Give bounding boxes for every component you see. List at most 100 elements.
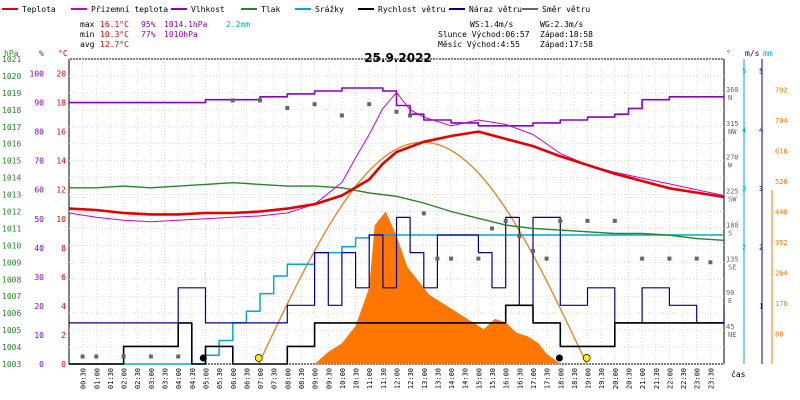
tick-degc: 2 (61, 331, 66, 340)
tick-time: 04:30 (189, 368, 197, 389)
tick-deg: 225 (726, 188, 739, 196)
tick-solar: 264 (775, 270, 788, 278)
tick-time: 05:00 (202, 368, 210, 389)
sunrise-icon (254, 354, 263, 362)
wind-direction-point (408, 113, 413, 118)
unit-ms: m/s (745, 49, 760, 58)
tick-hpa: 1008 (2, 275, 21, 284)
stat-min-hum: 77% (141, 30, 156, 39)
legend-label: Přízemní teplota (91, 5, 168, 14)
wind-direction-point (503, 218, 508, 223)
wind-direction-point (258, 98, 262, 103)
wind-direction-point (612, 218, 617, 223)
unit-cas: čas (731, 369, 746, 379)
tick-time: 10:00 (339, 368, 347, 389)
tick-time: 23:00 (694, 368, 702, 389)
unit-degc: °C (58, 49, 68, 58)
tick-pct: 100 (30, 70, 45, 79)
wind-direction-point (435, 256, 440, 261)
tick-hpa: 1009 (2, 258, 21, 267)
tick-dir: NE (728, 331, 736, 339)
wind-direction-point (490, 226, 494, 231)
stats-block: max 16.1°C 95% 1014.1hPa 2.2mm min 10.3°… (80, 20, 593, 49)
wind-direction-point (148, 354, 153, 359)
tick-time: 12:00 (394, 368, 402, 389)
tick-dir: SE (728, 263, 736, 271)
tick-hpa: 1017 (2, 123, 21, 132)
tick-time: 16:00 (503, 368, 511, 389)
stat-avg-temp: 12.7°C (100, 40, 129, 49)
tick-dir: S (728, 229, 732, 237)
tick-degc: 20 (56, 70, 66, 79)
tick-hpa: 1003 (2, 360, 21, 369)
wind-direction-point (708, 260, 713, 265)
tick-deg: 45 (726, 323, 734, 331)
tick-solar: 88 (775, 331, 783, 339)
rain-line (69, 234, 724, 365)
tick-hpa: 1013 (2, 191, 21, 200)
tick-time: 14:30 (462, 368, 470, 389)
stat-max-press: 1014.1hPa (164, 20, 208, 29)
tick-time: 06:30 (243, 368, 251, 389)
stat-moon: Měsíc Východ:4:55 (438, 40, 520, 49)
tick-pct: 20 (34, 302, 44, 311)
tick-time: 18:00 (557, 368, 565, 389)
wind-direction-point (121, 354, 126, 359)
wind-direction-point (694, 256, 699, 261)
sunset-icon (582, 354, 591, 362)
tick-time: 15:00 (475, 368, 483, 389)
tick-time: 08:30 (298, 368, 306, 389)
tick-deg: 180 (726, 221, 739, 229)
tick-ms: 3 (759, 185, 763, 193)
stat-max-hum: 95% (141, 20, 156, 29)
stat-sun: Slunce Východ:06:57 (438, 30, 530, 39)
wind-direction-point (667, 256, 672, 261)
unit-deg: ° (726, 49, 731, 58)
tick-dir: W (728, 162, 733, 170)
tick-pct: 60 (34, 186, 44, 195)
tick-time: 18:30 (571, 368, 579, 389)
tick-time: 22:30 (680, 368, 688, 389)
tick-degc: 8 (61, 244, 66, 253)
tick-time: 20:00 (612, 368, 620, 389)
tick-degc: 18 (56, 99, 66, 108)
tick-pct: 0 (39, 360, 44, 369)
wind-direction-point (339, 113, 344, 118)
legend-label: Srážky (315, 5, 344, 14)
unit-hpa: hPa (4, 49, 19, 58)
tick-hpa: 1006 (2, 309, 21, 318)
tick-degc: 10 (56, 215, 66, 224)
stat-max-temp: 16.1°C (100, 20, 129, 29)
tick-ms: 2 (759, 244, 763, 252)
stat-avg-label: avg (80, 40, 95, 49)
wind-direction-point (80, 354, 85, 359)
markers (80, 98, 713, 362)
wind-direction-point (312, 102, 317, 107)
tick-degc: 6 (61, 273, 66, 282)
tick-pct: 30 (34, 273, 44, 282)
tick-deg: 135 (726, 255, 739, 263)
tick-time: 04:00 (175, 368, 183, 389)
tick-time: 07:00 (257, 368, 265, 389)
wind-direction-point (476, 256, 481, 261)
tick-solar: 792 (775, 87, 788, 95)
tick-degc: 0 (61, 360, 66, 369)
tick-hpa: 1012 (2, 208, 21, 217)
wind-direction-point (558, 218, 563, 223)
stat-max-rain: 2.2mm (226, 20, 250, 29)
wind-direction-point (640, 256, 645, 261)
tick-time: 20:30 (625, 368, 633, 389)
stat-ws: WS:1.4m/s (470, 20, 514, 29)
stat-moon-set: Západ:17:58 (540, 40, 593, 49)
tick-time: 12:30 (407, 368, 415, 389)
tick-time: 15:30 (489, 368, 497, 389)
tick-hpa: 1005 (2, 326, 21, 335)
wind-direction-point (531, 249, 535, 253)
tick-time: 19:00 (585, 368, 593, 389)
pressure-line (69, 182, 725, 241)
tick-degc: 4 (61, 302, 66, 311)
wind-direction-point (585, 218, 590, 223)
legend: Teplota Přízemní teplota Vlhkost Tlak Srážky… (2, 5, 590, 14)
tick-pct: 50 (34, 215, 44, 224)
wind-direction-point (449, 256, 454, 261)
